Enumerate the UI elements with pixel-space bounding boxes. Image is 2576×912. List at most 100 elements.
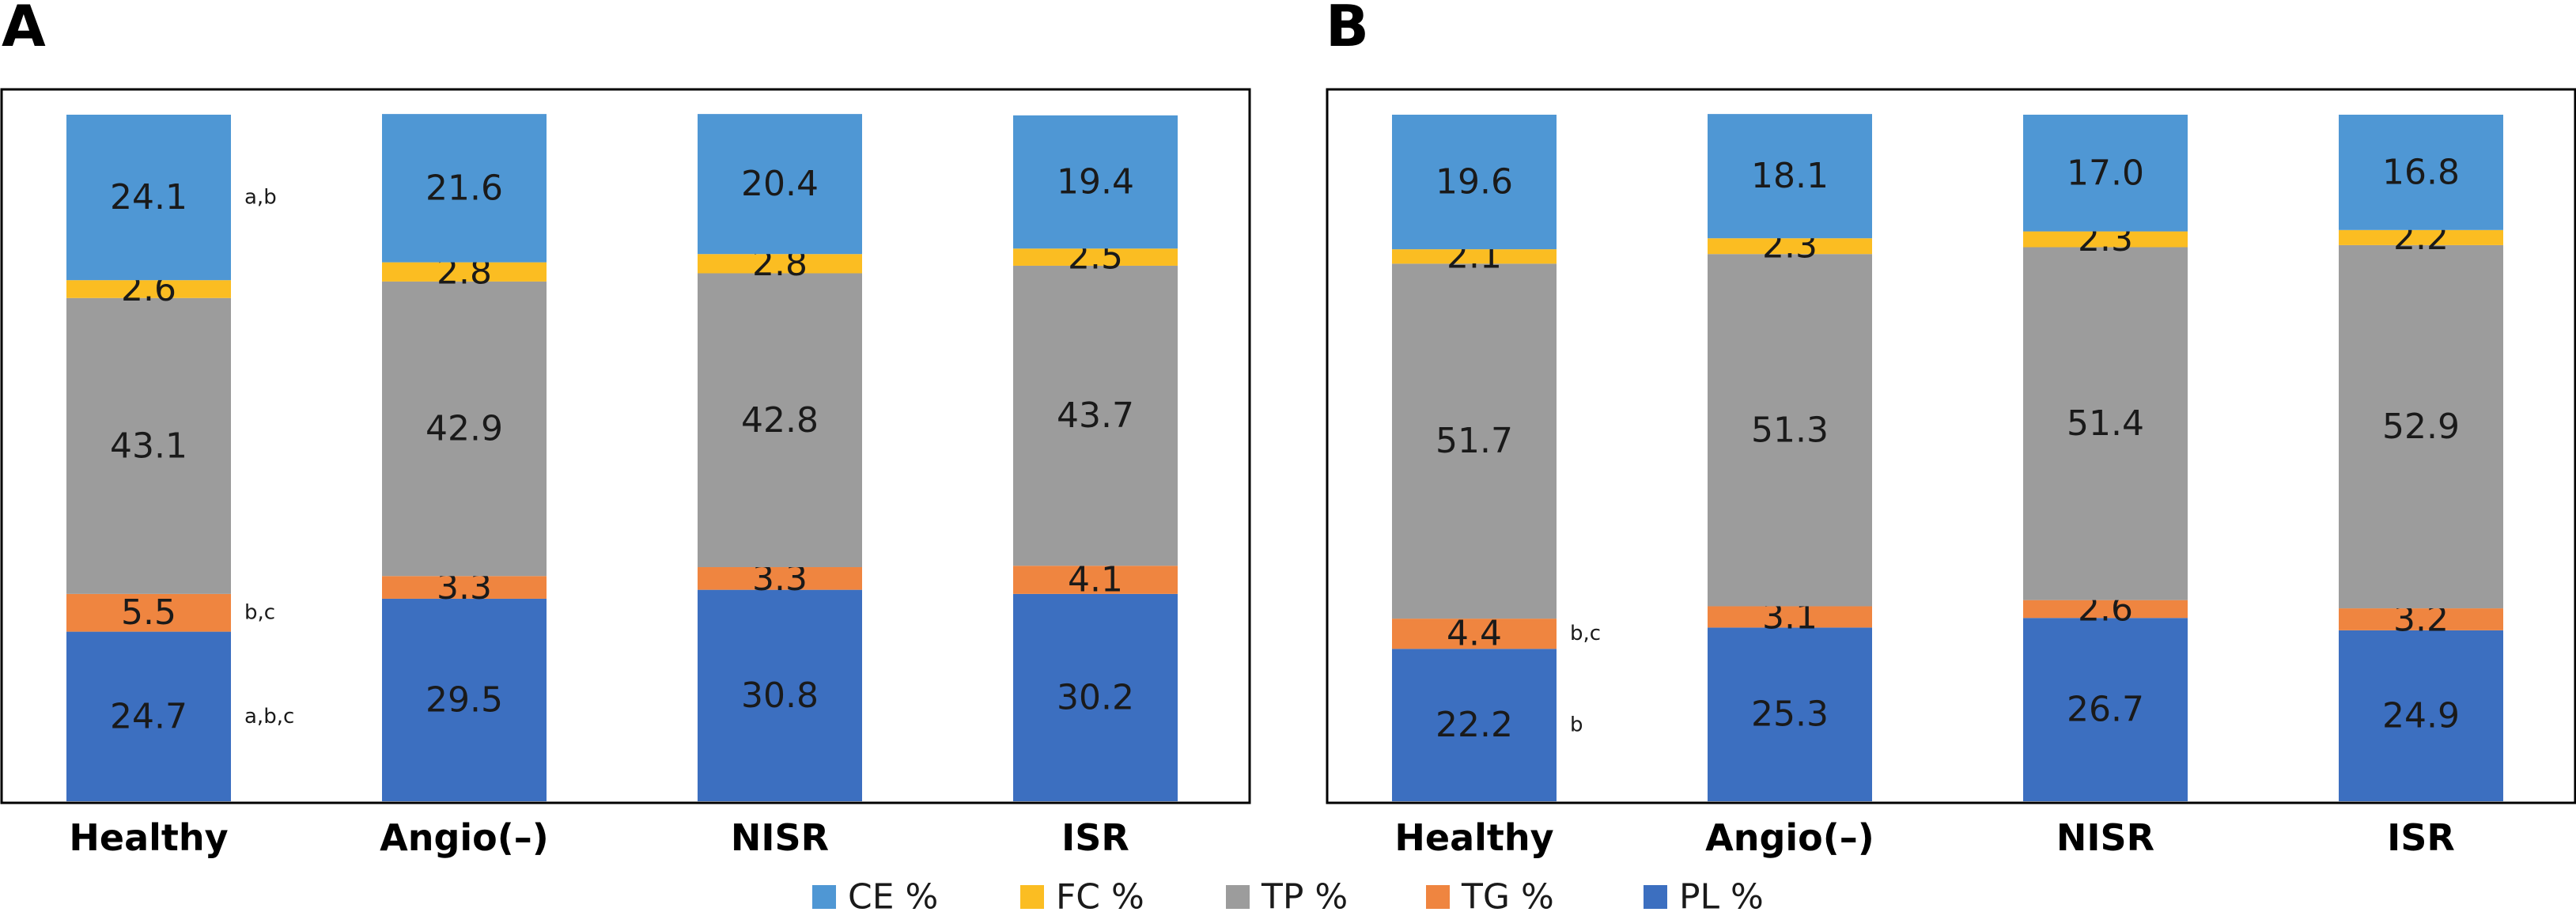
significance-annotation-healthy-tg: b,c [244,601,275,625]
significance-annotation-healthy-pl: a,b,c [244,705,294,728]
bar-segment-healthy-ce [66,115,231,281]
bar-segment-isr-pl [2339,630,2503,801]
data-label-angio-ce: 21.6 [426,168,503,208]
bar-segment-isr-fc [1013,248,1178,266]
category-label-angio: Angio(–) [380,816,549,859]
category-label-isr: ISR [2387,816,2455,859]
bar-segment-isr-fc [2339,229,2503,245]
bar-segment-isr-tg [1013,566,1178,594]
bar-segment-isr-tp [2339,244,2503,609]
legend-label-pl: PL % [1679,877,1764,912]
bar-segment-healthy-pl [1392,649,1557,801]
bar-segment-angio-tg [1708,606,1872,628]
legend-swatch-tp [1226,885,1250,909]
significance-annotation-healthy-ce: a,b [244,186,277,210]
bar-segment-angio-fc [1708,238,1872,255]
bar-segment-nisr-pl [2023,618,2188,801]
bar-segment-isr-pl [1013,593,1178,801]
panel-a: A [0,0,1251,804]
panel-b-letter: B [1326,0,1369,59]
bar-segment-isr-tp [1013,265,1178,566]
legend-swatch-ce [812,885,836,909]
bar-segment-healthy-tg [66,593,231,632]
data-label-healthy-tp: 43.1 [110,426,187,466]
data-label-angio-ce: 18.1 [1751,156,1829,196]
bar-segment-angio-tp [382,281,547,577]
data-label-isr-tp: 52.9 [2382,407,2460,447]
legend-swatch-fc [1020,885,1044,909]
bar-segment-isr-tg [2339,608,2503,630]
data-label-nisr-ce: 17.0 [2067,153,2144,193]
data-label-angio-pl: 25.3 [1751,694,1829,735]
bar-segment-isr-ce [2339,115,2503,230]
bar-segment-healthy-ce [1392,115,1557,250]
data-label-healthy-tp: 51.7 [1436,421,1513,461]
bar-segment-healthy-tp [66,297,231,594]
bar-segment-nisr-tg [698,567,862,590]
bar-segment-healthy-fc [66,280,231,298]
bar-segment-nisr-ce [698,114,862,255]
bar-segment-nisr-fc [2023,231,2188,248]
data-label-healthy-pl: 22.2 [1436,705,1513,745]
category-label-healthy: Healthy [69,816,228,859]
bar-segment-nisr-pl [698,589,862,801]
bar-segment-nisr-tp [698,273,862,568]
bar-segment-healthy-pl [66,631,231,801]
data-label-healthy-tg: 4.4 [1447,614,1502,654]
data-label-isr-tg: 4.1 [1068,560,1123,600]
significance-annotation-healthy-pl: b [1570,713,1583,737]
data-label-nisr-pl: 26.7 [2067,690,2144,730]
panel-a-letter: A [2,0,46,59]
data-label-nisr-pl: 30.8 [741,675,819,716]
data-label-isr-ce: 16.8 [2382,152,2460,192]
legend-label-ce: CE % [848,877,938,912]
data-label-healthy-pl: 24.7 [110,696,187,736]
data-label-angio-tp: 51.3 [1751,410,1829,450]
data-label-nisr-tp: 51.4 [2067,403,2144,444]
data-label-healthy-ce: 24.1 [110,177,187,218]
data-label-healthy-tg: 5.5 [121,592,176,633]
data-label-healthy-ce: 19.6 [1436,162,1513,202]
data-label-isr-tp: 43.7 [1057,395,1134,436]
panel-a-bars: 24.75.543.12.624.1Healthy29.53.342.92.82… [66,114,1178,859]
bar-segment-healthy-tg [1392,619,1557,649]
data-label-angio-tp: 42.9 [426,409,503,449]
category-label-nisr: NISR [2056,816,2154,859]
legend-label-fc: FC % [1056,877,1144,912]
bar-segment-angio-pl [382,598,547,801]
data-label-isr-ce: 19.4 [1057,162,1134,202]
data-label-angio-pl: 29.5 [426,679,503,720]
bar-segment-healthy-fc [1392,249,1557,264]
category-label-nisr: NISR [731,816,829,859]
bar-segment-nisr-ce [2023,115,2188,232]
legend-swatch-tg [1426,885,1450,909]
panel-b-bars: 22.24.451.72.119.6Healthy25.33.151.32.31… [1392,114,2503,859]
bar-segment-angio-pl [1708,627,1872,801]
category-label-isr: ISR [1061,816,1129,859]
panel-b-frame [1326,88,2576,804]
bar-segment-healthy-tp [1392,263,1557,619]
bar-segment-angio-tg [382,576,547,599]
category-label-healthy: Healthy [1394,816,1553,859]
data-label-isr-pl: 24.9 [2382,695,2460,736]
data-label-nisr-tp: 42.8 [741,400,819,441]
legend: CE % FC % TP % TG % PL % [812,877,1764,912]
legend-label-tg: TG % [1461,877,1554,912]
bar-segment-nisr-fc [698,254,862,274]
data-label-nisr-ce: 20.4 [741,164,819,204]
legend-swatch-pl [1644,885,1667,909]
significance-annotation-healthy-tg: b,c [1570,622,1601,645]
data-label-isr-pl: 30.2 [1057,677,1134,717]
bar-segment-nisr-tg [2023,600,2188,619]
category-label-angio: Angio(–) [1705,816,1874,859]
bar-segment-angio-ce [1708,114,1872,239]
panel-b: B [1326,0,2576,804]
bar-segment-angio-ce [382,114,547,263]
legend-label-tp: TP % [1261,877,1348,912]
bar-segment-isr-ce [1013,115,1178,249]
bar-segment-angio-fc [382,262,547,282]
bar-segment-angio-tp [1708,254,1872,607]
bar-segment-nisr-tp [2023,247,2188,600]
panel-a-frame [0,88,1251,804]
